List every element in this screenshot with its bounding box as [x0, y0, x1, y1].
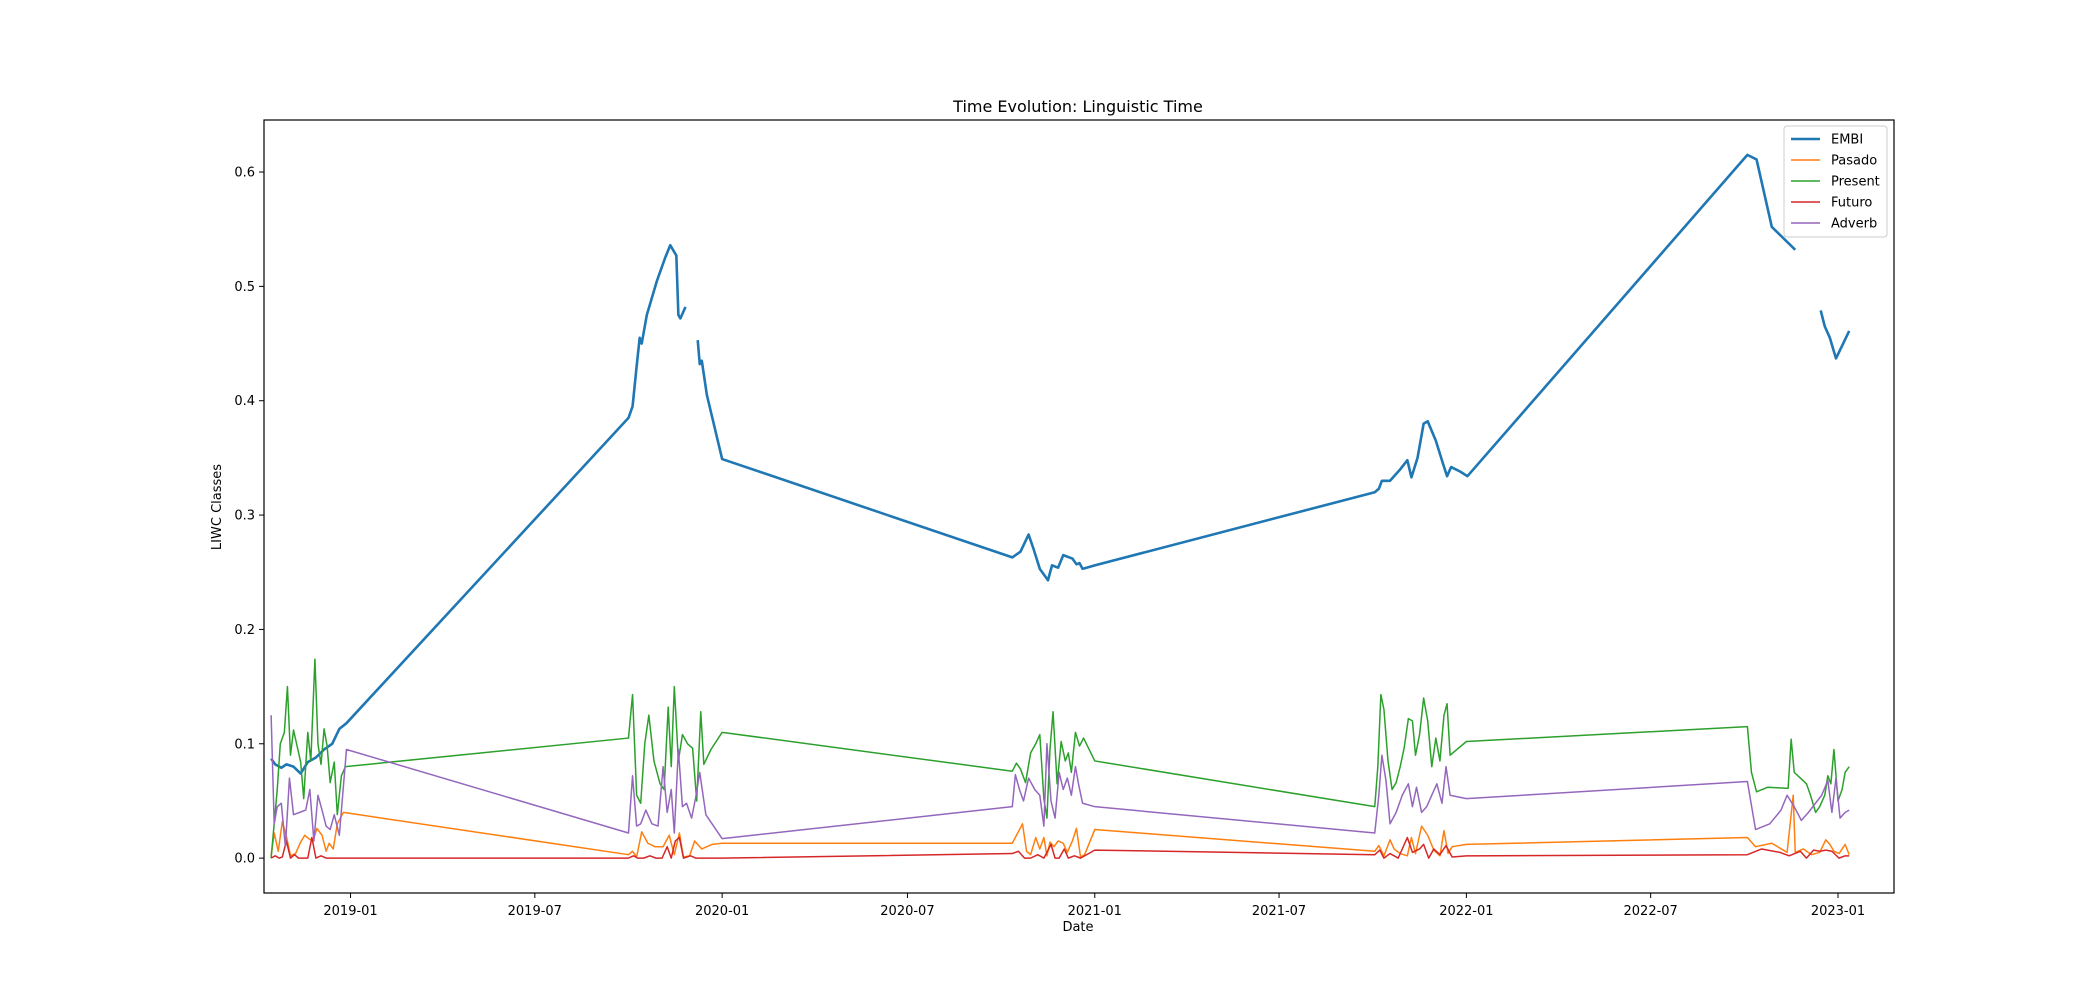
series-line-adverb-segment-1	[270, 715, 1850, 848]
y-tick-label: 0.1	[234, 737, 255, 752]
x-tick-label: 2021-01	[1068, 904, 1122, 919]
y-tick-label: 0.3	[234, 509, 255, 524]
y-tick-label: 0.2	[234, 623, 255, 638]
x-tick-label: 2019-07	[508, 904, 562, 919]
x-tick-label: 2021-07	[1252, 904, 1306, 919]
x-tick-label: 2020-07	[880, 904, 934, 919]
series-embi	[270, 153, 1851, 775]
x-tick-label: 2022-01	[1439, 904, 1493, 919]
y-axis: 0.0 0.1 0.2 0.3 0.4 0.5 0.6	[234, 166, 264, 867]
y-tick-label: 0.0	[234, 852, 255, 867]
x-axis: 2019-01 2019-07 2020-01 2020-07 2021-01 2021-…	[323, 893, 1865, 919]
series-line-futuro-segment-1	[270, 836, 1850, 859]
legend-label-futuro: Futuro	[1831, 196, 1872, 211]
y-tick-label: 0.6	[234, 166, 255, 181]
legend-label-adverb: Adverb	[1831, 217, 1877, 232]
x-tick-label: 2022-07	[1624, 904, 1678, 919]
y-tick-label: 0.4	[234, 394, 255, 409]
plot-frame	[263, 119, 1895, 894]
legend: EMBI Pasado Present Futuro Adverb	[1783, 125, 1888, 238]
y-axis-label: LIWC Classes	[210, 464, 225, 550]
x-tick-label: 2023-01	[1811, 904, 1865, 919]
legend-label-embi: EMBI	[1831, 133, 1863, 148]
series-lines	[270, 153, 1851, 859]
x-tick-label: 2020-01	[695, 904, 749, 919]
series-line-embi-segment-2	[696, 153, 1797, 582]
series-futuro	[270, 836, 1850, 859]
series-line-embi-segment-3	[1819, 310, 1851, 360]
series-present	[270, 658, 1850, 859]
x-axis-label: Date	[1062, 920, 1093, 935]
chart-title: Time Evolution: Linguistic Time	[952, 97, 1203, 116]
x-tick-label: 2019-01	[323, 904, 377, 919]
legend-label-pasado: Pasado	[1831, 154, 1877, 169]
series-line-embi-segment-1	[270, 243, 687, 775]
series-adverb	[270, 715, 1850, 848]
series-line-present-segment-1	[270, 658, 1850, 859]
legend-label-present: Present	[1831, 175, 1880, 190]
y-tick-label: 0.5	[234, 280, 255, 295]
legend-box	[1783, 125, 1888, 238]
